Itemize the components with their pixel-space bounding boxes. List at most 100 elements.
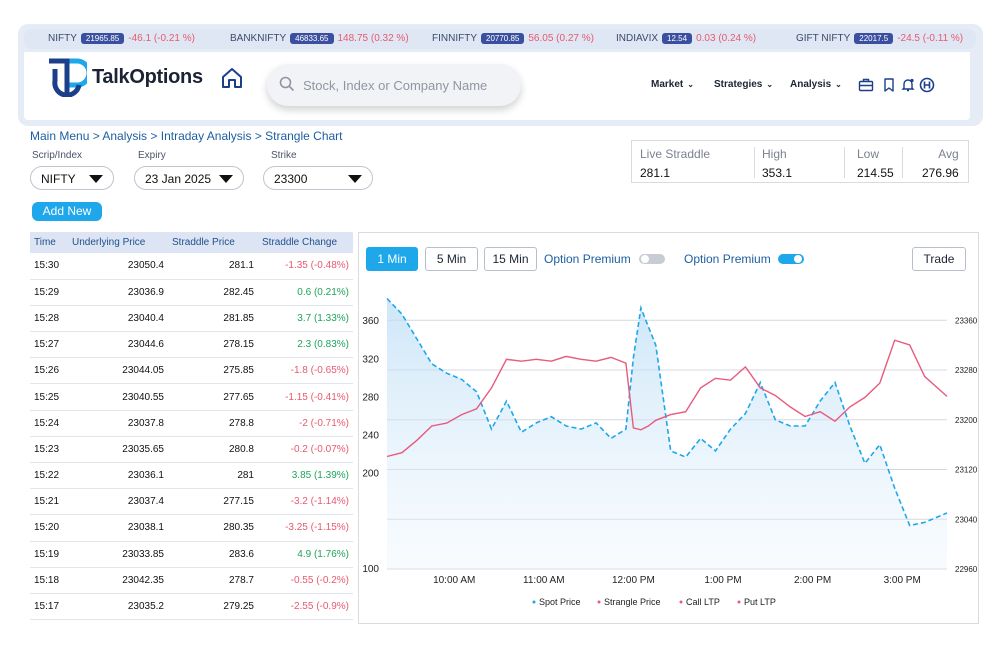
table-row[interactable]: 15:28 23040.4 281.85 3.7 (1.33%) [30, 305, 353, 333]
cell-underlying-price: 23035.65 [68, 436, 168, 464]
legend-marker [532, 600, 536, 604]
table-row[interactable]: 15:20 23038.1 280.35 -3.25 (-1.15%) [30, 514, 353, 542]
ticker-item-finnifty[interactable]: FINNIFTY 20770.85 56.05 (0.27 %) [432, 33, 594, 44]
search-input[interactable] [303, 75, 508, 95]
table-row[interactable]: 15:27 23044.6 278.15 2.3 (0.83%) [30, 331, 353, 359]
chart-panel: 1 Min 5 Min 15 Min Option Premium Option… [358, 232, 979, 624]
search-icon [279, 76, 295, 92]
user-icon[interactable] [919, 77, 935, 93]
cell-time: 15:28 [30, 305, 68, 333]
table-row[interactable]: 15:19 23033.85 283.6 4.9 (1.76%) [30, 541, 353, 568]
search-box[interactable] [267, 64, 521, 106]
brand-name[interactable]: TalkOptions [92, 66, 203, 88]
y-right-tick-label: 23280 [955, 366, 978, 375]
brand-logo[interactable] [47, 57, 87, 97]
bookmark-icon[interactable] [881, 77, 897, 93]
cell-straddle-change: 2.3 (0.83%) [258, 331, 353, 359]
chevron-down-icon: ⌄ [835, 80, 842, 89]
cell-straddle-price: 279.25 [168, 593, 258, 621]
nav-analysis[interactable]: Analysis ⌄ [790, 79, 842, 90]
legend-marker [597, 600, 601, 604]
ticker-item-indiavix[interactable]: INDIAVIX 12.54 0.03 (0.24 %) [616, 33, 756, 44]
strike-select-value: 23300 [274, 172, 308, 186]
market-ticker: NIFTY 21965.85 -46.1 (-0.21 %) BANKNIFTY… [24, 29, 976, 49]
ticker-item-nifty[interactable]: NIFTY 21965.85 -46.1 (-0.21 %) [48, 33, 195, 44]
cell-straddle-change: -2 (-0.71%) [258, 410, 353, 437]
table-body: 15:30 23050.4 281.1 -1.35 (-0.48%) 15:29 2303… [30, 253, 353, 621]
breadcrumb[interactable]: Main Menu > Analysis > Intraday Analysis… [30, 129, 343, 143]
strangle-price-line [386, 339, 948, 458]
cell-straddle-price: 282.45 [168, 279, 258, 306]
cell-straddle-change: 3.85 (1.39%) [258, 462, 353, 490]
table-row[interactable]: 15:18 23042.35 278.7 -0.55 (-0.2%) [30, 567, 353, 594]
cell-time: 15:29 [30, 279, 68, 306]
strike-select[interactable]: 23300 [263, 166, 373, 190]
stat-divider [844, 147, 845, 178]
col-header-straddle-price: Straddle Price [168, 232, 258, 253]
cell-time: 15:23 [30, 436, 68, 464]
ticker-item-gift-nifty[interactable]: GIFT NIFTY 22017.5 -24.5 (-0.11 %) [796, 33, 963, 44]
ticker-change: -24.5 (-0.11 %) [897, 33, 964, 44]
stat-label: Live Straddle [640, 147, 711, 161]
nav-strategies-label: Strategies [714, 79, 763, 90]
cell-time: 15:20 [30, 514, 68, 542]
stat-divider [902, 147, 903, 178]
briefcase-icon[interactable] [858, 77, 874, 93]
cell-straddle-price: 281.85 [168, 305, 258, 333]
cell-straddle-price: 281.1 [168, 253, 258, 280]
cell-straddle-change: 0.6 (0.21%) [258, 279, 353, 306]
x-axis: 10:00 AM 11:00 AM 12:00 PM 1:00 PM 2:00 PM 3:… [433, 575, 921, 586]
interval-5min-button[interactable]: 5 Min [425, 247, 478, 271]
legend-label: Put LTP [744, 597, 776, 607]
interval-15min-button[interactable]: 15 Min [484, 247, 537, 271]
home-icon[interactable] [220, 66, 244, 90]
table-row[interactable]: 15:30 23050.4 281.1 -1.35 (-0.48%) [30, 253, 353, 280]
nav-strategies[interactable]: Strategies ⌄ [714, 79, 773, 90]
cell-straddle-change: -0.2 (-0.07%) [258, 436, 353, 464]
interval-1min-button[interactable]: 1 Min [366, 247, 418, 271]
y-axis-left: 100 200 240 280 320 360 [362, 316, 379, 575]
stat-label: Avg [938, 147, 959, 161]
table-row[interactable]: 15:26 23044.05 275.85 -1.8 (-0.65%) [30, 357, 353, 385]
option-premium-toggle-on[interactable] [778, 254, 804, 264]
chevron-down-icon: ⌄ [687, 80, 694, 89]
y-right-tick-label: 23200 [955, 416, 978, 425]
ticker-change: 148.75 (0.32 %) [337, 33, 409, 44]
add-new-button[interactable]: Add New [32, 202, 102, 221]
table-row[interactable]: 15:21 23037.4 277.15 -3.2 (-1.14%) [30, 488, 353, 516]
expiry-select[interactable]: 23 Jan 2025 [134, 166, 244, 190]
table-row[interactable]: 15:17 23035.2 279.25 -2.55 (-0.9%) [30, 593, 353, 621]
ticker-item-banknifty[interactable]: BANKNIFTY 46833.65 148.75 (0.32 %) [230, 33, 409, 44]
cell-underlying-price: 23036.9 [68, 279, 168, 306]
caret-down-icon [348, 175, 362, 183]
option-premium-toggle-off[interactable] [639, 254, 665, 264]
bell-icon[interactable] [900, 77, 916, 93]
cell-time: 15:19 [30, 541, 68, 568]
trade-button[interactable]: Trade [912, 247, 966, 271]
ticker-change: 56.05 (0.27 %) [528, 33, 594, 44]
ticker-value: 20770.85 [481, 33, 525, 44]
cell-straddle-change: 3.7 (1.33%) [258, 305, 353, 333]
nav-market[interactable]: Market ⌄ [651, 79, 694, 90]
table-row[interactable]: 15:22 23036.1 281 3.85 (1.39%) [30, 462, 353, 490]
table-row[interactable]: 15:23 23035.65 280.8 -0.2 (-0.07%) [30, 436, 353, 464]
x-tick-label: 11:00 AM [523, 575, 565, 586]
stat-value: 353.1 [762, 166, 793, 180]
table-row[interactable]: 15:24 23037.8 278.8 -2 (-0.71%) [30, 410, 353, 437]
cell-time: 15:30 [30, 253, 68, 280]
scrip-select[interactable]: NIFTY [30, 166, 114, 190]
cell-straddle-change: 4.9 (1.76%) [258, 541, 353, 568]
y-right-tick-label: 23360 [955, 316, 978, 325]
caret-down-icon [219, 175, 233, 183]
table-header-row: Time Underlying Price Straddle Price Str… [30, 232, 353, 253]
cell-straddle-price: 277.65 [168, 383, 258, 411]
cell-underlying-price: 23035.2 [68, 593, 168, 621]
stat-avg: Avg 276.96 [922, 147, 959, 180]
y-right-tick-label: 23040 [955, 515, 978, 524]
cell-straddle-price: 280.35 [168, 514, 258, 542]
stat-value: 214.55 [857, 166, 894, 180]
y-left-tick-label: 280 [362, 392, 379, 403]
table-row[interactable]: 15:29 23036.9 282.45 0.6 (0.21%) [30, 279, 353, 306]
table-row[interactable]: 15:25 23040.55 277.65 -1.15 (-0.41%) [30, 383, 353, 411]
